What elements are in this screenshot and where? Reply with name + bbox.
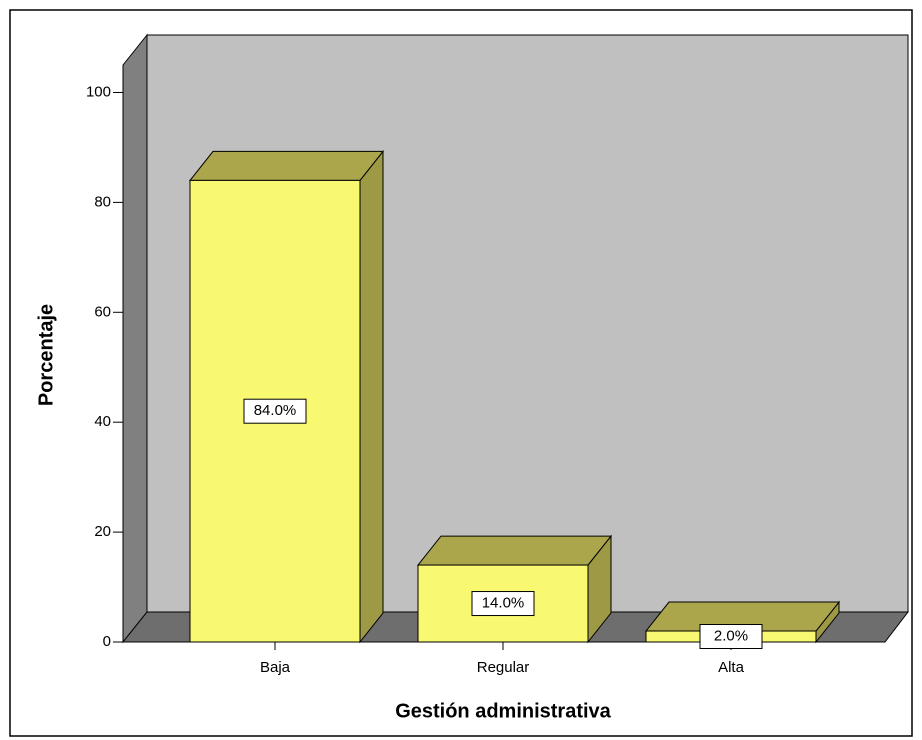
x-axis-title: Gestión administrativa bbox=[395, 700, 611, 722]
y-tick-label: 100 bbox=[86, 83, 111, 100]
y-tick-label: 60 bbox=[94, 303, 111, 320]
y-axis-title: Porcentaje bbox=[35, 304, 57, 406]
bar-side bbox=[359, 149, 384, 644]
value-label: 84.0% bbox=[254, 402, 297, 419]
value-label-box bbox=[699, 624, 763, 650]
y-tick-label: 40 bbox=[94, 413, 111, 430]
y-tick-label: 20 bbox=[94, 523, 111, 540]
value-label-box bbox=[243, 398, 307, 424]
x-tick-label: Baja bbox=[260, 659, 291, 676]
value-label-box bbox=[471, 591, 535, 617]
value-label: 14.0% bbox=[482, 595, 525, 612]
x-tick-label: Alta bbox=[718, 659, 745, 676]
y-tick-label: 0 bbox=[103, 633, 111, 650]
side-wall bbox=[122, 33, 148, 644]
value-label: 2.0% bbox=[714, 627, 748, 644]
x-tick-label: Regular bbox=[477, 659, 530, 676]
bar-top bbox=[416, 535, 613, 566]
y-tick-label: 80 bbox=[94, 193, 111, 210]
bar-top bbox=[188, 150, 385, 181]
